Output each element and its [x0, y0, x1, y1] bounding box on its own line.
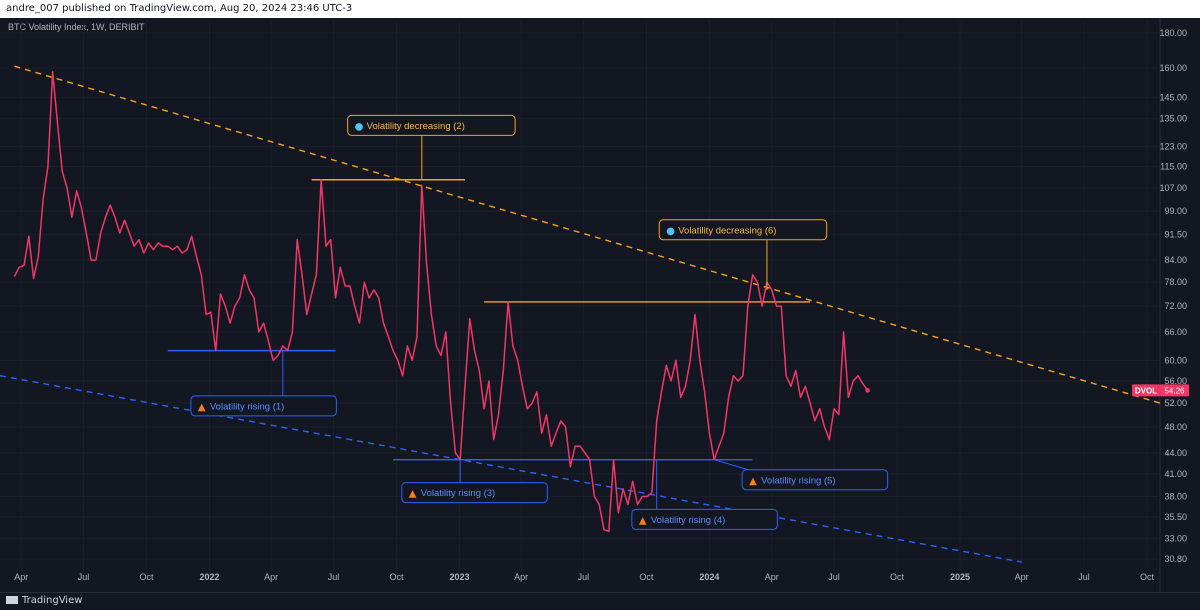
annotation-callout: ▲ Volatility rising (4)	[631, 459, 778, 530]
x-tick-label: Apr	[264, 572, 278, 582]
last-value-label: 54.26	[1164, 386, 1185, 395]
footer-bar: TradingView	[0, 592, 1200, 610]
series-layer	[13, 71, 870, 533]
trend-lines	[0, 65, 1161, 563]
annotation-label: Volatility rising (3)	[421, 488, 495, 499]
annotation-callout: ▲ Volatility rising (3)	[401, 459, 548, 504]
x-tick-label: Oct	[1140, 572, 1155, 582]
y-tick-label: 60.00	[1164, 355, 1187, 365]
y-tick-label: 30.80	[1164, 554, 1187, 564]
last-value-badge	[1160, 384, 1189, 397]
annotations: ● Volatility decreasing (2)● Volatility de…	[190, 114, 889, 530]
y-tick-label: 123.00	[1159, 141, 1187, 151]
x-tick-label: Apr	[765, 572, 779, 582]
droplets-icon: ●	[355, 121, 364, 132]
x-axis[interactable]: Apr Jul Oct 2022 Apr Jul Oct 2023 Apr Jul Oct 2024 A…	[14, 572, 1154, 582]
flame-icon: ▲	[749, 476, 757, 487]
tradingview-logo[interactable]: TradingView	[6, 595, 82, 606]
annotation-callout: ▲ Volatility rising (1)	[190, 350, 337, 417]
flame-icon: ▲	[639, 515, 647, 526]
x-tick-label: Jul	[78, 572, 90, 582]
tradingview-logo-icon	[6, 596, 18, 604]
x-tick-label: 2025	[950, 572, 970, 582]
lower-trendline	[0, 374, 1022, 563]
y-tick-label: 99.00	[1164, 206, 1187, 216]
published-text: andre_007 published on TradingView.com, …	[6, 3, 353, 14]
annotation-label: Volatility rising (4)	[651, 515, 725, 526]
dvol-line	[13, 71, 869, 533]
y-tick-label: 38.00	[1164, 492, 1187, 502]
droplets-icon: ●	[666, 226, 675, 237]
last-point-marker	[865, 388, 870, 393]
x-tick-label: Apr	[14, 572, 28, 582]
y-tick-label: 160.00	[1159, 63, 1187, 73]
flame-icon: ▲	[409, 489, 417, 500]
y-tick-label: 33.00	[1164, 534, 1187, 544]
x-tick-label: Apr	[1015, 572, 1029, 582]
y-tick-label: 72.00	[1164, 301, 1187, 311]
y-tick-label: 66.00	[1164, 327, 1187, 337]
annotation-leader	[714, 459, 749, 471]
grid	[0, 18, 1161, 592]
y-tick-label: 78.00	[1164, 277, 1187, 287]
annotation-label: Volatility decreasing (6)	[678, 225, 776, 236]
x-tick-label: Jul	[578, 572, 590, 582]
x-tick-label: Oct	[639, 572, 654, 582]
x-tick-label: Jul	[328, 572, 340, 582]
flame-icon: ▲	[198, 402, 206, 413]
upper-trendline	[14, 65, 1161, 404]
y-tick-label: 115.00	[1160, 161, 1187, 171]
x-tick-label: Apr	[514, 572, 528, 582]
tradingview-brand: TradingView	[22, 595, 83, 606]
y-axis[interactable]: 180.00 160.00 145.00 135.00 123.00 115.00 107.…	[1132, 28, 1189, 564]
y-tick-label: 91.50	[1164, 230, 1187, 240]
y-tick-label: 180.00	[1159, 28, 1187, 38]
x-tick-label: 2024	[699, 572, 719, 582]
chart-canvas[interactable]: BTC Volatility Index, 1W, DERIBIT ● Volat…	[0, 18, 1200, 592]
x-tick-label: Oct	[389, 572, 404, 582]
y-tick-label: 41.00	[1164, 469, 1187, 479]
y-tick-label: 107.00	[1159, 183, 1187, 193]
y-tick-label: 84.00	[1164, 255, 1187, 265]
x-tick-label: Oct	[140, 572, 155, 582]
annotation-box	[401, 482, 548, 504]
x-tick-label: 2023	[449, 572, 469, 582]
annotation-label: Volatility rising (5)	[761, 475, 835, 486]
y-tick-label: 48.00	[1164, 422, 1187, 432]
annotation-box	[190, 395, 337, 417]
y-tick-label: 135.00	[1159, 114, 1187, 124]
annotation-callout: ● Volatility decreasing (2)	[347, 114, 516, 180]
annotation-callout: ● Volatility decreasing (6)	[658, 219, 828, 290]
x-tick-label: Jul	[828, 572, 840, 582]
annotation-box	[658, 219, 828, 241]
symbol-badge-label: DVOL	[1135, 386, 1157, 395]
y-tick-label: 52.00	[1164, 398, 1187, 408]
chart-title: BTC Volatility Index, 1W, DERIBIT	[8, 22, 145, 32]
x-tick-label: Jul	[1078, 572, 1090, 582]
annotation-box	[631, 508, 778, 530]
y-tick-label: 35.50	[1164, 512, 1187, 522]
annotation-callout: ▲ Volatility rising (5)	[714, 459, 889, 491]
annotation-box	[347, 114, 516, 136]
y-tick-label: 56.00	[1164, 376, 1187, 386]
x-tick-label: Oct	[890, 572, 905, 582]
annotation-label: Volatility rising (1)	[210, 401, 284, 412]
annotation-label: Volatility decreasing (2)	[367, 121, 465, 132]
x-tick-label: 2022	[200, 572, 220, 582]
published-banner: andre_007 published on TradingView.com, …	[0, 0, 1200, 18]
y-tick-label: 145.00	[1159, 92, 1187, 102]
annotation-box	[741, 469, 889, 491]
symbol-badge	[1132, 384, 1160, 397]
y-tick-label: 44.00	[1164, 448, 1187, 458]
